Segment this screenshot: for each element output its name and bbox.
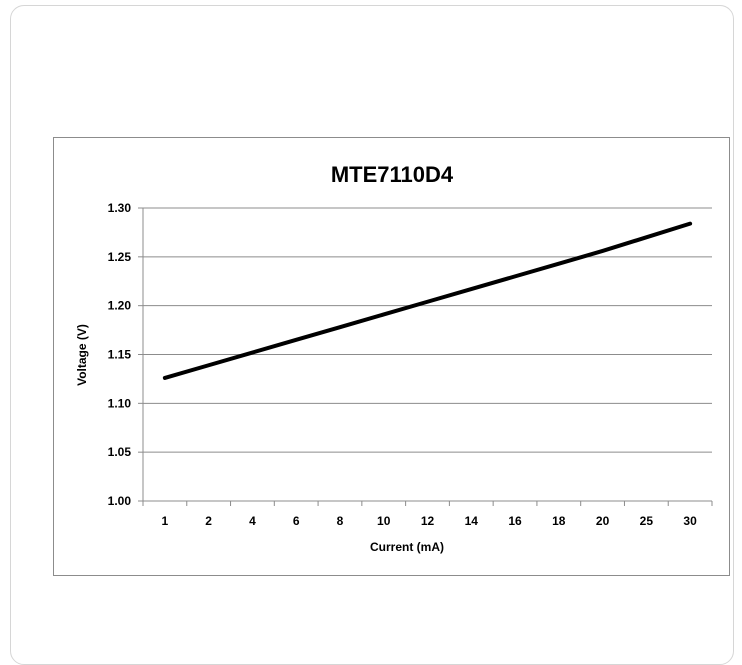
chart-area: 1.00 1.05 1.10 1.15 1.20 1.25 1.30 1 2 4 6 8 10 12 14 1… — [53, 137, 730, 576]
gridlines — [143, 207, 712, 453]
y-tick-label: 1.05 — [108, 445, 132, 459]
x-tick-label: 25 — [640, 514, 654, 528]
x-tick-label: 30 — [683, 514, 697, 528]
x-tick-label: 14 — [465, 514, 479, 528]
x-tick-label: 20 — [596, 514, 610, 528]
axes — [138, 207, 713, 506]
x-tick-label: 18 — [552, 514, 566, 528]
y-tick-label: 1.15 — [108, 348, 132, 362]
x-tick-label: 8 — [337, 514, 344, 528]
chart-card: 1.00 1.05 1.10 1.15 1.20 1.25 1.30 1 2 4 6 8 10 12 14 1… — [10, 5, 734, 665]
x-tick-label: 16 — [508, 514, 522, 528]
series-line — [162, 221, 693, 380]
y-axis-label: Voltage (V) — [75, 324, 89, 386]
x-tick-label: 4 — [249, 514, 256, 528]
series-layer — [162, 221, 693, 380]
y-tick-label: 1.30 — [108, 201, 132, 215]
x-tick-label: 1 — [162, 514, 169, 528]
x-tick-label: 2 — [205, 514, 212, 528]
x-tick-label: 12 — [421, 514, 435, 528]
y-tick-label: 1.00 — [108, 494, 132, 508]
x-axis-label: Current (mA) — [370, 540, 444, 554]
line-chart: 1.001.051.101.151.201.251.301 2 4 6 8 10 12 14 1… — [75, 162, 713, 554]
y-tick-label: 1.25 — [108, 250, 132, 264]
chart-title: MTE7110D4 — [331, 162, 454, 187]
y-tick-label: 1.20 — [108, 299, 132, 313]
y-tick-label: 1.10 — [108, 396, 132, 410]
x-tick-label: 6 — [293, 514, 300, 528]
tick-labels: 1.001.051.101.151.201.251.301 2 4 6 8 10 12 14 1… — [108, 201, 697, 528]
x-tick-label: 10 — [377, 514, 391, 528]
